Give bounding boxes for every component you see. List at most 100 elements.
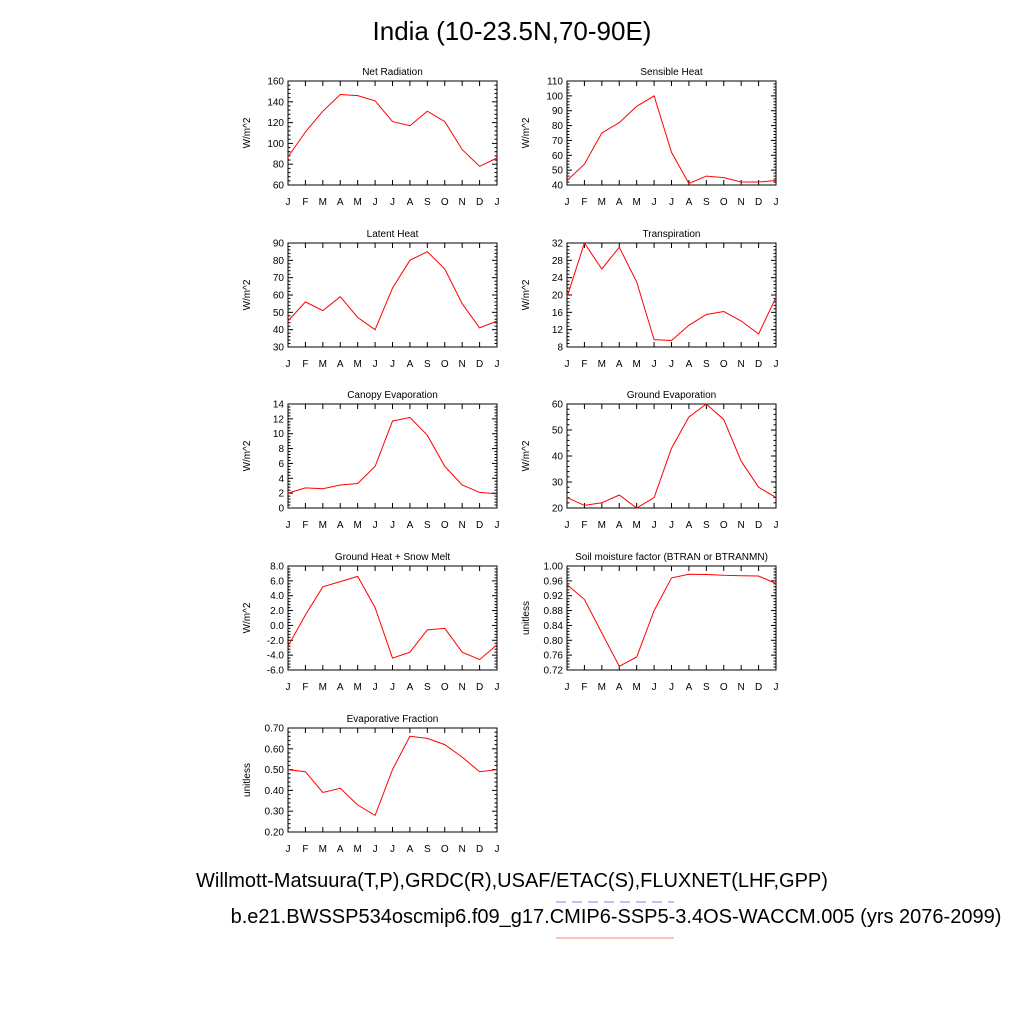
- y-axis-label: W/m^2: [242, 117, 253, 148]
- y-tick-label: 4: [278, 474, 284, 485]
- x-tick-label: O: [720, 359, 728, 370]
- x-tick-label: N: [738, 520, 745, 531]
- x-tick-label: J: [373, 682, 378, 693]
- y-tick-label: 70: [273, 273, 285, 284]
- y-tick-label: 2.0: [270, 606, 284, 617]
- y-tick-label: 40: [552, 452, 564, 463]
- y-tick-label: 120: [267, 118, 284, 129]
- y-tick-label: 0.96: [544, 576, 564, 587]
- panel-title: Latent Heat: [367, 229, 419, 240]
- series-line: [287, 416, 498, 495]
- y-axis-label: W/m^2: [521, 279, 532, 310]
- x-tick-label: J: [669, 682, 674, 693]
- y-tick-label: 0.76: [544, 651, 564, 662]
- y-tick-label: 2: [278, 489, 284, 500]
- x-tick-label: O: [441, 682, 449, 693]
- x-tick-label: M: [353, 197, 361, 208]
- y-tick-label: 20: [552, 291, 564, 302]
- x-tick-label: M: [353, 682, 361, 693]
- chart-panel: Ground Heat + Snow Melt W/m^2 -6.0 -4.0 -2.0…: [242, 552, 500, 693]
- x-tick-label: S: [703, 520, 710, 531]
- x-tick-label: O: [441, 197, 449, 208]
- y-tick-label: 0.84: [544, 621, 564, 632]
- x-tick-label: J: [495, 359, 500, 370]
- panel-title: Evaporative Fraction: [347, 714, 439, 725]
- observation-sources-caption: Willmott-Matsuura(T,P),GRDC(R),USAF/ETAC…: [196, 870, 828, 892]
- x-tick-label: J: [774, 359, 779, 370]
- x-tick-label: M: [353, 520, 361, 531]
- x-tick-label: S: [424, 682, 431, 693]
- y-tick-label: 40: [273, 325, 285, 336]
- y-tick-label: 6: [278, 459, 284, 470]
- x-tick-label: D: [755, 682, 762, 693]
- x-tick-label: M: [598, 359, 606, 370]
- model-case-caption: b.e21.BWSSP534oscmip6.f09_g17.CMIP6-SSP5…: [230, 906, 1002, 928]
- y-tick-label: 8: [278, 444, 284, 455]
- x-tick-label: A: [407, 359, 414, 370]
- x-tick-label: J: [390, 197, 395, 208]
- x-tick-label: J: [286, 682, 291, 693]
- y-tick-label: 0.50: [265, 765, 285, 776]
- x-tick-label: J: [652, 359, 657, 370]
- y-tick-label: 100: [267, 139, 284, 150]
- y-tick-label: 0.0: [270, 621, 284, 632]
- x-tick-label: M: [632, 359, 640, 370]
- y-tick-label: 140: [267, 97, 284, 108]
- x-tick-label: A: [616, 197, 623, 208]
- y-tick-label: 50: [552, 426, 564, 437]
- x-tick-label: J: [390, 682, 395, 693]
- x-tick-label: J: [373, 844, 378, 855]
- y-tick-label: 16: [552, 308, 564, 319]
- x-tick-label: M: [598, 197, 606, 208]
- y-tick-label: 0.72: [544, 666, 564, 677]
- y-tick-label: 50: [273, 308, 285, 319]
- y-axis-label: unitless: [242, 763, 253, 797]
- y-tick-label: 0.60: [265, 744, 285, 755]
- panel-title: Net Radiation: [362, 67, 423, 78]
- plot-frame: [287, 727, 498, 833]
- x-tick-label: J: [390, 359, 395, 370]
- x-tick-label: F: [302, 197, 308, 208]
- series-line: [566, 573, 777, 667]
- plot-frame: [566, 403, 777, 509]
- x-tick-label: A: [407, 197, 414, 208]
- x-tick-label: S: [703, 197, 710, 208]
- x-tick-label: O: [720, 520, 728, 531]
- x-tick-label: N: [738, 682, 745, 693]
- y-tick-label: 80: [273, 256, 285, 267]
- y-tick-label: 80: [273, 160, 285, 171]
- chart-panel: Soil moisture factor (BTRAN or BTRANMN) u…: [521, 552, 779, 693]
- y-tick-label: -6.0: [267, 666, 285, 677]
- x-tick-label: J: [495, 197, 500, 208]
- x-tick-label: D: [476, 682, 483, 693]
- x-tick-label: A: [616, 520, 623, 531]
- y-tick-label: 10: [273, 429, 285, 440]
- x-tick-label: O: [441, 359, 449, 370]
- y-tick-label: 24: [552, 273, 564, 284]
- x-tick-label: J: [652, 520, 657, 531]
- y-axis-label: W/m^2: [242, 279, 253, 310]
- x-tick-label: J: [774, 520, 779, 531]
- x-tick-label: J: [669, 197, 674, 208]
- x-tick-label: J: [774, 197, 779, 208]
- y-tick-label: 160: [267, 77, 284, 88]
- y-tick-label: 60: [273, 291, 285, 302]
- x-tick-label: M: [598, 682, 606, 693]
- panel-title: Soil moisture factor (BTRAN or BTRANMN): [575, 552, 768, 563]
- plot-frame: [566, 80, 777, 186]
- x-tick-label: S: [424, 197, 431, 208]
- x-tick-label: S: [703, 682, 710, 693]
- y-tick-label: 40: [552, 181, 564, 192]
- y-axis-label: unitless: [521, 601, 532, 635]
- x-tick-label: J: [286, 359, 291, 370]
- y-tick-label: 0.92: [544, 591, 564, 602]
- x-tick-label: N: [459, 844, 466, 855]
- y-tick-label: 8: [557, 343, 563, 354]
- y-tick-label: 90: [552, 106, 564, 117]
- x-tick-label: A: [616, 682, 623, 693]
- y-tick-label: 0.40: [265, 786, 285, 797]
- x-tick-label: J: [669, 359, 674, 370]
